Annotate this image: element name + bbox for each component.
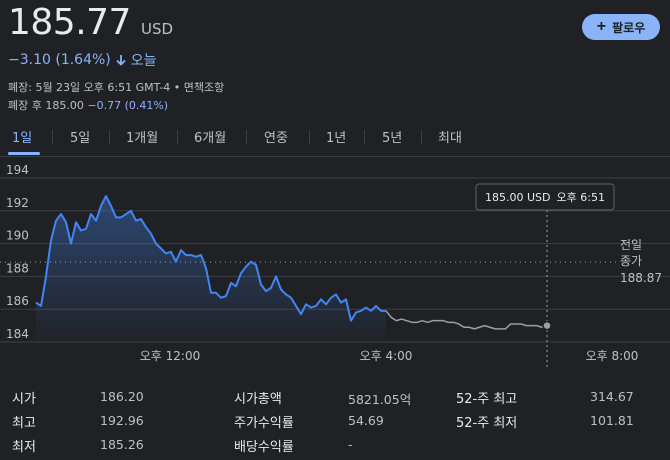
stats-table: 시가 186.20 최고 192.96 최저 185.26 시가총액 5821.… [0,378,670,460]
stat-label-high: 최고 [12,416,36,431]
y-tick-label: 190 [6,229,29,243]
tab-max[interactable]: 최대 [438,131,462,146]
current-price: 185.77 [8,2,131,43]
tooltip-time: 오후 6:51 [557,191,605,204]
session-price-line [35,195,386,322]
tab-separator [52,130,53,144]
tab-separator [421,130,422,144]
crosshair-point [542,320,552,331]
y-tick-label: 184 [6,327,29,341]
change-period: 오늘 [130,53,157,69]
prev-close-value: 188.87 [620,271,662,285]
arrow-down-icon [116,55,126,66]
tab-ytd[interactable]: 연중 [264,131,288,146]
stat-label-open: 시가 [12,392,36,407]
tab-1m[interactable]: 1개월 [126,131,159,146]
x-tick-label: 오후 8:00 [586,349,639,363]
tab-separator [246,130,247,144]
y-tick-label: 186 [6,294,29,308]
tab-separator [109,130,110,144]
tab-separator [177,130,178,144]
price-header: 185.77 USD [8,2,173,43]
stat-value-open: 186.20 [100,389,144,404]
x-tick-label: 오후 12:00 [140,349,200,363]
tab-5d[interactable]: 5일 [70,131,91,146]
after-hours-change: −0.77 (0.41%) [87,99,169,112]
tooltip-price: 185.00 USD [485,191,551,204]
stat-label-52w-low: 52-주 최저 [456,416,518,431]
stat-label-market-cap: 시가총액 [234,392,282,407]
stat-label-pe-ratio: 주가수익률 [234,416,294,431]
price-tooltip: 185.00 USD 오후 6:51 [475,183,615,211]
tab-separator [364,130,365,144]
y-tick-label: 192 [6,196,29,210]
follow-button[interactable]: + 팔로우 [582,14,660,40]
stat-label-dividend-yield: 배당수익률 [234,440,294,455]
after-hours-price: 185.00 [45,99,84,112]
stat-value-market-cap: 5821.05억 [348,392,412,407]
active-tab-indicator [8,152,40,155]
after-hours-price-line [385,310,548,330]
plus-icon: + [596,18,607,35]
tab-separator [309,130,310,144]
change-value: −3.10 (1.64%) [8,52,111,68]
stat-label-52w-high: 52-주 최고 [456,392,518,407]
stat-value-high: 192.96 [100,413,144,428]
stat-value-dividend-yield: - [348,437,353,452]
prev-close-label-2: 종가 [620,254,642,268]
after-hours-info: 폐장 후 185.00 −0.77 (0.41%) [8,97,168,113]
stat-value-pe-ratio: 54.69 [348,413,384,428]
stat-value-52w-low: 101.81 [590,413,634,428]
tab-6m[interactable]: 6개월 [194,131,227,146]
price-change: −3.10 (1.64%) 오늘 [8,50,157,70]
stat-value-low: 185.26 [100,437,144,452]
x-tick-label: 오후 4:00 [360,349,413,363]
tab-1y[interactable]: 1년 [326,131,347,146]
after-hours-label: 폐장 후 [8,99,42,112]
y-tick-label: 194 [6,163,29,177]
session-area-fill [36,196,386,342]
stat-value-52w-high: 314.67 [590,389,634,404]
prev-close-label-1: 전일 [620,238,642,252]
stat-label-low: 최저 [12,440,36,455]
close-info: 폐장: 5월 23일 오후 6:51 GMT-4 • 면책조항 [8,81,225,94]
range-tabs: 1일 5일 1개월 6개월 연중 1년 5년 최대 [0,127,670,157]
tabs-divider [0,156,670,157]
y-tick-label: 188 [6,261,29,275]
currency-label: USD [140,20,174,38]
tab-5y[interactable]: 5년 [382,131,403,146]
follow-button-label: 팔로우 [612,20,646,35]
tab-1d[interactable]: 1일 [12,131,33,146]
